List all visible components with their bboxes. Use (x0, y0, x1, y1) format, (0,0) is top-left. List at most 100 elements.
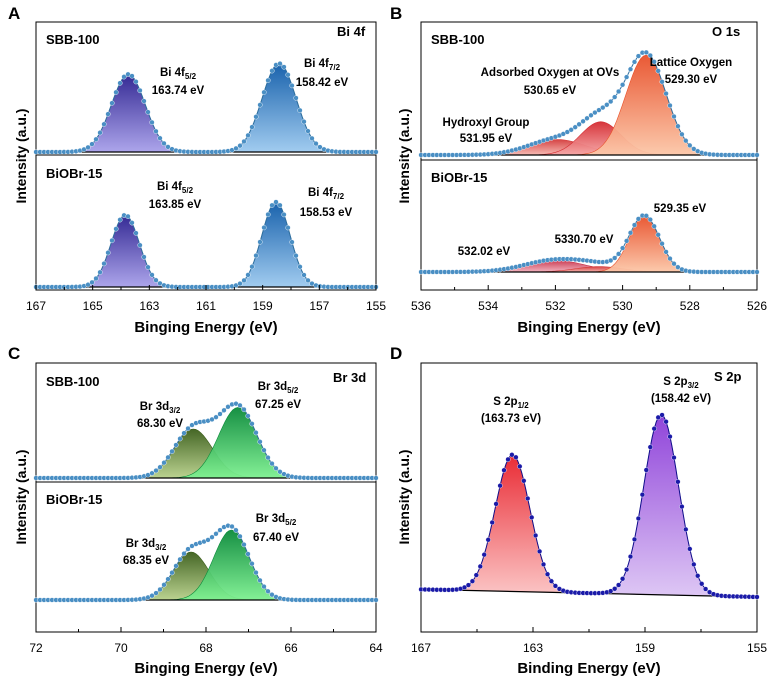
data-point (564, 129, 570, 135)
data-point (305, 277, 311, 284)
peak-d-0-0 (443, 454, 583, 594)
data-point (273, 465, 279, 471)
panel-b-sample-top: SBB-100 (431, 32, 484, 47)
xtick-label: 526 (747, 299, 767, 313)
xtick-label: 68 (199, 641, 213, 655)
data-point (651, 426, 657, 432)
data-point (313, 141, 319, 147)
panel-a-xlabel: Binging Energy (eV) (134, 319, 277, 336)
data-point (265, 77, 271, 84)
data-point (257, 102, 263, 108)
data-point (635, 53, 642, 59)
data-point (548, 578, 555, 584)
data-point (277, 469, 283, 475)
data-point (663, 419, 669, 425)
datapoints-d-0 (418, 412, 760, 600)
data-point (687, 142, 693, 149)
data-point (145, 264, 151, 270)
ann-b-top-p3-label: Lattice Oxygen (650, 57, 732, 69)
data-point (619, 245, 626, 251)
panel-b-plot (418, 49, 760, 275)
data-point (631, 536, 638, 543)
xtick-label: 159 (635, 641, 655, 655)
ann-c-bot-p1-label: Br 3d3/2 (126, 538, 167, 552)
data-point (169, 570, 175, 576)
xtick-label: 161 (196, 299, 216, 313)
data-point (265, 211, 271, 218)
data-point (481, 552, 487, 558)
panel-a-xticks: 167 165 163 161 159 157 155 (26, 285, 386, 313)
data-point (623, 74, 630, 80)
data-point (281, 64, 287, 70)
data-point (85, 144, 91, 151)
data-point (671, 113, 677, 120)
data-point (277, 202, 283, 208)
data-point (521, 478, 527, 484)
data-point (117, 217, 123, 223)
panel-c-sample-bottom: BiOBr-15 (46, 492, 102, 507)
panel-c-plot (33, 401, 379, 603)
panel-c-ylabel: Intensity (a.u.) (13, 450, 29, 545)
data-point (489, 519, 495, 526)
data-point (679, 131, 685, 137)
data-point (113, 226, 119, 232)
datapoints-b-0 (418, 49, 760, 158)
peak-a-1-0 (68, 214, 182, 288)
ann-c-bot-p1-value: 68.35 eV (123, 555, 169, 567)
data-point (93, 275, 99, 282)
data-point (373, 597, 379, 603)
ann-c-top-p1-label: Br 3d3/2 (140, 401, 181, 415)
data-point (373, 149, 379, 155)
xtick-label: 70 (114, 641, 128, 655)
data-point (552, 583, 559, 589)
ann-c-top-p2-value: 67.25 eV (255, 399, 301, 411)
data-point (600, 104, 606, 111)
ann-c-top-p1-value: 68.30 eV (137, 418, 183, 430)
data-point (612, 94, 618, 100)
data-point (249, 561, 255, 567)
data-point (615, 251, 622, 257)
data-point (233, 527, 239, 533)
data-point (525, 495, 531, 502)
data-point (161, 140, 167, 147)
xtick-label: 536 (411, 299, 431, 313)
data-point (261, 225, 267, 231)
data-point (643, 49, 649, 56)
data-point (540, 561, 547, 568)
data-point (373, 475, 379, 481)
panel-d-annotations: S 2p1/2 (163.73 eV) S 2p3/2 (158.42 eV) (481, 376, 711, 425)
data-point (691, 561, 697, 568)
panel-b-xticks: 536 534 532 530 528 526 (411, 285, 767, 313)
data-point (663, 90, 669, 97)
data-point (125, 213, 131, 220)
data-point (293, 95, 299, 101)
panel-letter-b: B (390, 4, 402, 23)
data-point (663, 249, 669, 255)
ann-d-p2-label: S 2p3/2 (663, 376, 699, 390)
panel-c-element: Br 3d (333, 370, 366, 385)
data-point (241, 541, 247, 548)
data-point (297, 264, 303, 270)
data-point (659, 79, 665, 85)
panel-c-xticks: 72 70 68 66 64 (29, 627, 383, 655)
xtick-label: 159 (253, 299, 273, 313)
data-point (217, 411, 223, 417)
data-point (596, 107, 602, 113)
data-point (647, 444, 653, 450)
panel-a-plot (33, 60, 379, 290)
data-point (568, 127, 574, 133)
data-point (129, 220, 135, 226)
ann-d-p1-value: (163.73 eV) (481, 413, 541, 425)
data-point (241, 277, 247, 284)
panel-b-xlabel: Binging Energy (eV) (517, 319, 660, 336)
data-point (699, 581, 705, 587)
data-point (221, 407, 227, 413)
data-point (655, 232, 661, 238)
data-point (683, 138, 689, 144)
data-point (153, 468, 159, 474)
data-point (161, 460, 167, 466)
xtick-label: 167 (26, 299, 46, 313)
data-point (141, 98, 147, 104)
datapoints-b-1 (418, 213, 760, 275)
data-point (639, 492, 646, 498)
